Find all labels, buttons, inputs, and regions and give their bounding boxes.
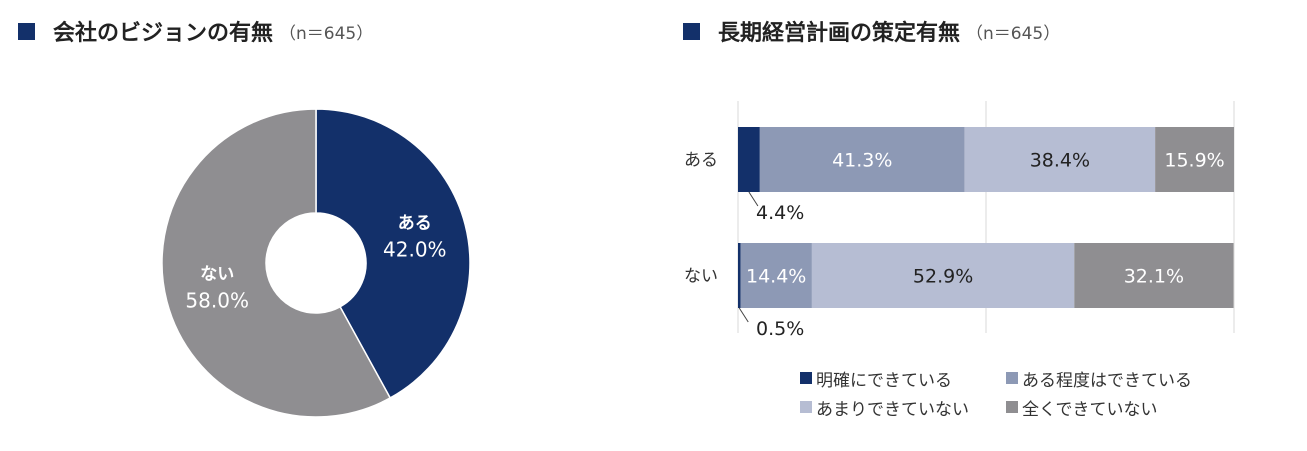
bar-chart-legend: 明確にできている ある程度はできているあまりできていない 全くできていない: [800, 366, 1260, 420]
bar-segment: [740, 243, 812, 308]
legend-item: 明確にできている: [800, 366, 1006, 391]
data-label: 32.1%: [1124, 266, 1184, 288]
bar-segment: [759, 127, 965, 192]
legend-label: 明確にできている: [816, 370, 952, 391]
data-label: 14.4%: [746, 266, 806, 288]
bar-segment: [738, 127, 760, 192]
pie-slice-2: [161, 108, 392, 418]
pie-slice-1: [315, 108, 471, 399]
title-marker-icon: [18, 22, 35, 40]
bar-segment: [1155, 127, 1234, 192]
legend-label: 全くできていない: [1022, 399, 1158, 420]
legend-swatch: [1006, 401, 1018, 413]
bar-segment: [1074, 243, 1234, 308]
legend-swatch: [800, 372, 812, 384]
bar-sample-size: （n＝645）: [966, 23, 1061, 44]
legend-label: あまりできていない: [816, 399, 969, 420]
pie-slice-value: 58.0%: [185, 288, 249, 312]
pie-slice-label: ある: [398, 214, 432, 234]
pie-chart-title: 会社のビジョンの有無 （n＝645）: [18, 16, 373, 46]
pie-slice-value: 42.0%: [383, 238, 447, 262]
legend-swatch: [1006, 372, 1018, 384]
legend-item: ある程度はできている: [1006, 366, 1206, 391]
data-label: 0.5%: [756, 318, 804, 340]
data-label: 4.4%: [756, 202, 804, 224]
data-label: 15.9%: [1164, 150, 1224, 172]
legend-swatch: [800, 401, 812, 413]
bar-chart-title: 長期経営計画の策定有無 （n＝645）: [683, 16, 1060, 46]
pie-title-text: 会社のビジョンの有無: [53, 21, 274, 46]
bar-title-text: 長期経営計画の策定有無: [718, 21, 961, 46]
category-label: ない: [684, 267, 718, 287]
pie-slice-label: ない: [200, 264, 234, 284]
bar-segment: [964, 127, 1156, 192]
title-marker-icon: [683, 22, 700, 40]
legend-item: 全くできていない: [1006, 395, 1206, 420]
data-label: 41.3%: [832, 150, 892, 172]
data-label: 52.9%: [913, 266, 973, 288]
data-label-leader: [748, 191, 759, 207]
bar-segment: [738, 243, 741, 308]
pie-sample-size: （n＝645）: [279, 23, 374, 44]
data-label-leader: [738, 307, 749, 323]
legend-label: ある程度はできている: [1022, 370, 1192, 391]
bar-segment: [811, 243, 1075, 308]
legend-item: あまりできていない: [800, 395, 1006, 420]
data-label: 38.4%: [1030, 150, 1090, 172]
category-label: ある: [684, 151, 718, 171]
